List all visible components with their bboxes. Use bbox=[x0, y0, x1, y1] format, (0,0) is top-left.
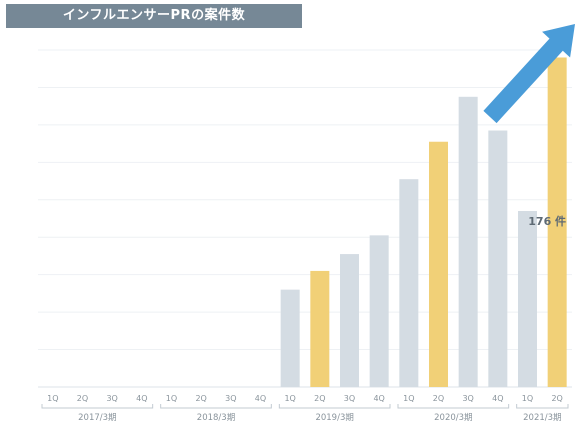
tick-label-5: 2Q bbox=[195, 394, 206, 403]
tick-label-15: 4Q bbox=[492, 394, 503, 403]
group-label-3: 2020/3期 bbox=[434, 413, 472, 423]
bar-16 bbox=[518, 211, 537, 387]
group-label-2: 2019/3期 bbox=[315, 413, 353, 423]
tick-label-8: 1Q bbox=[284, 394, 295, 403]
group-label-0: 2017/3期 bbox=[78, 413, 116, 423]
tick-label-7: 4Q bbox=[255, 394, 266, 403]
group-label-4: 2021/3期 bbox=[523, 413, 561, 423]
trend-arrow-icon bbox=[483, 24, 575, 124]
bar-8 bbox=[280, 289, 300, 387]
chart-title: インフルエンサーPRの案件数 bbox=[6, 4, 302, 28]
bar-15 bbox=[488, 130, 508, 387]
bar-12 bbox=[399, 179, 419, 387]
bar-13 bbox=[429, 141, 448, 387]
tick-label-17: 2Q bbox=[551, 394, 562, 403]
tick-label-0: 1Q bbox=[47, 394, 58, 403]
group-bracket-4 bbox=[516, 404, 569, 409]
bar-9 bbox=[310, 270, 330, 387]
tick-labels: 1Q 2Q 3Q 4Q 1Q 2Q 3Q 4Q 1Q 2Q 3Q 4Q 1Q 2Q 3Q 4Q 1Q 2Q bbox=[47, 394, 563, 403]
tick-label-13: 2Q bbox=[433, 394, 444, 403]
tick-label-12: 1Q bbox=[403, 394, 414, 403]
group-labels: 2017/3期 2018/3期 2019/3期 2020/3期 2021/3期 bbox=[41, 404, 569, 423]
group-bracket-2 bbox=[278, 404, 391, 409]
grid-lines bbox=[38, 49, 572, 388]
tick-label-14: 3Q bbox=[462, 394, 473, 403]
tick-label-9: 2Q bbox=[314, 394, 325, 403]
tick-label-10: 3Q bbox=[344, 394, 355, 403]
tick-label-16: 1Q bbox=[522, 394, 533, 403]
bar-10 bbox=[340, 254, 359, 387]
group-bracket-0 bbox=[41, 404, 154, 409]
group-label-1: 2018/3期 bbox=[197, 413, 235, 423]
bars bbox=[280, 57, 567, 388]
tick-label-2: 3Q bbox=[106, 394, 117, 403]
bar-17 bbox=[547, 57, 567, 387]
data-label-176: 176 件 bbox=[528, 214, 566, 228]
tick-label-6: 3Q bbox=[225, 394, 236, 403]
bar-14 bbox=[458, 96, 478, 388]
tick-label-11: 4Q bbox=[373, 394, 384, 403]
bar-11 bbox=[369, 235, 389, 387]
tick-label-1: 2Q bbox=[77, 394, 88, 403]
tick-label-4: 1Q bbox=[166, 394, 177, 403]
tick-label-3: 4Q bbox=[136, 394, 147, 403]
group-bracket-3 bbox=[397, 404, 510, 409]
group-bracket-1 bbox=[160, 404, 272, 409]
